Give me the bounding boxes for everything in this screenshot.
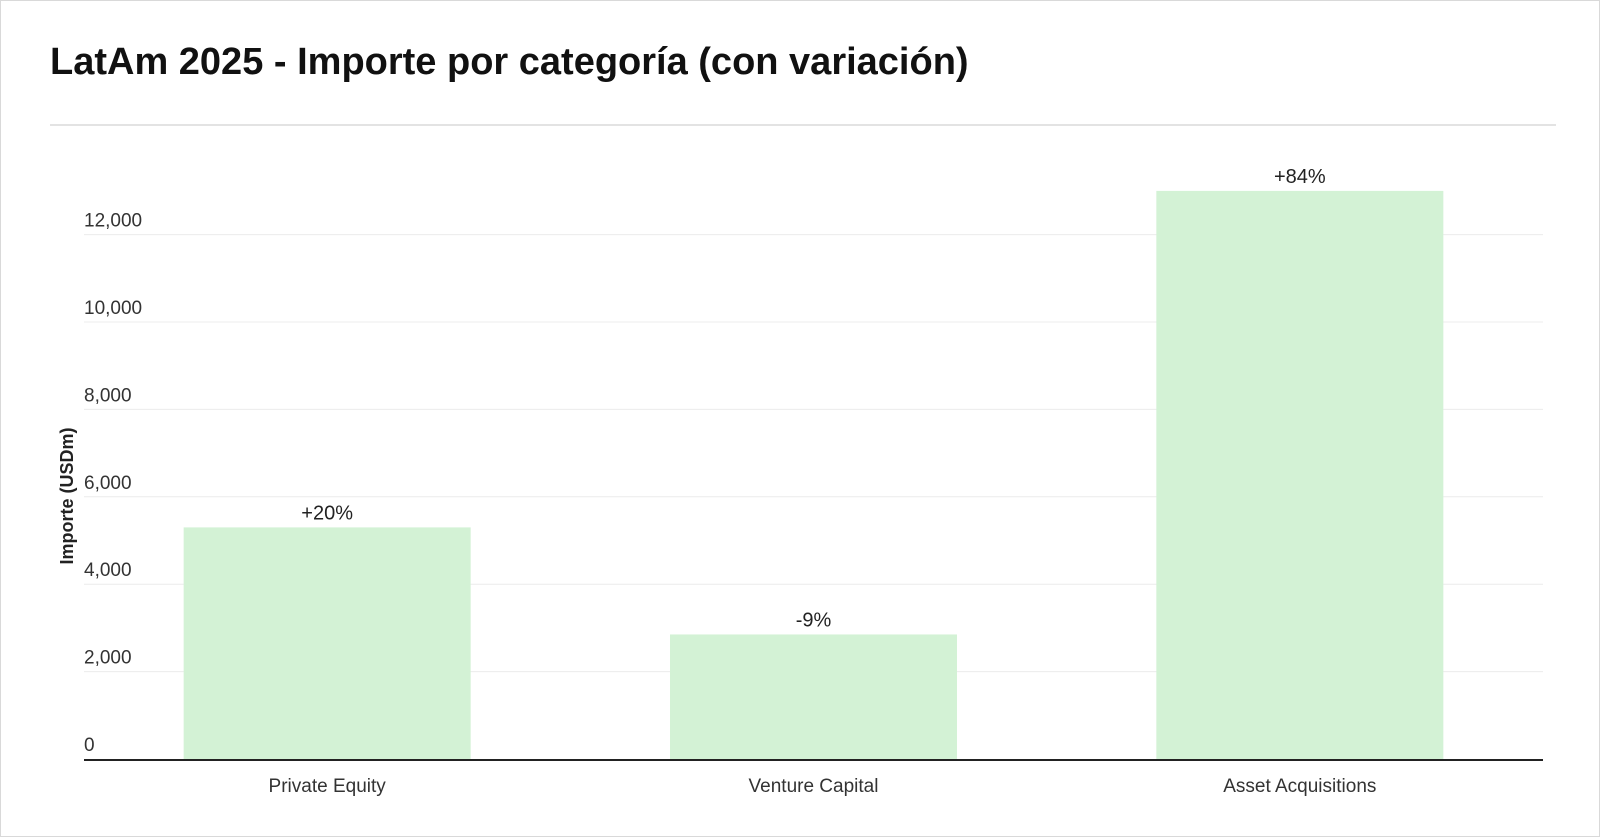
chart-title: LatAm 2025 - Importe por categoría (con … — [50, 41, 969, 83]
bars — [183, 190, 1444, 759]
y-tick-label: 0 — [84, 735, 95, 756]
y-axis-title: Importe (USDm) — [57, 428, 77, 565]
bar — [670, 634, 957, 759]
bar-data-label: +20% — [301, 502, 353, 524]
x-category-labels: Private Equity Venture Capital Asset Acqui… — [269, 776, 1377, 797]
y-tick-label: 2,000 — [84, 648, 132, 669]
y-tick-labels: 0 2,000 4,000 6,000 8,000 10,000 12,000 — [84, 211, 142, 756]
y-tick-label: 6,000 — [84, 473, 132, 494]
title-divider — [50, 124, 1556, 126]
y-tick-label: 4,000 — [84, 560, 132, 581]
x-category-label: Private Equity — [269, 776, 387, 797]
x-category-label: Asset Acquisitions — [1223, 776, 1376, 797]
x-category-label: Venture Capital — [749, 776, 879, 797]
y-tick-label: 8,000 — [84, 385, 132, 406]
y-tick-label: 12,000 — [84, 211, 142, 232]
bar — [183, 527, 471, 759]
bar-data-labels: +20% -9% +84% — [301, 166, 1326, 632]
bar-data-label: -9% — [796, 609, 832, 631]
bar — [1156, 190, 1444, 759]
y-tick-label: 10,000 — [84, 298, 142, 319]
bar-data-label: +84% — [1274, 166, 1326, 188]
